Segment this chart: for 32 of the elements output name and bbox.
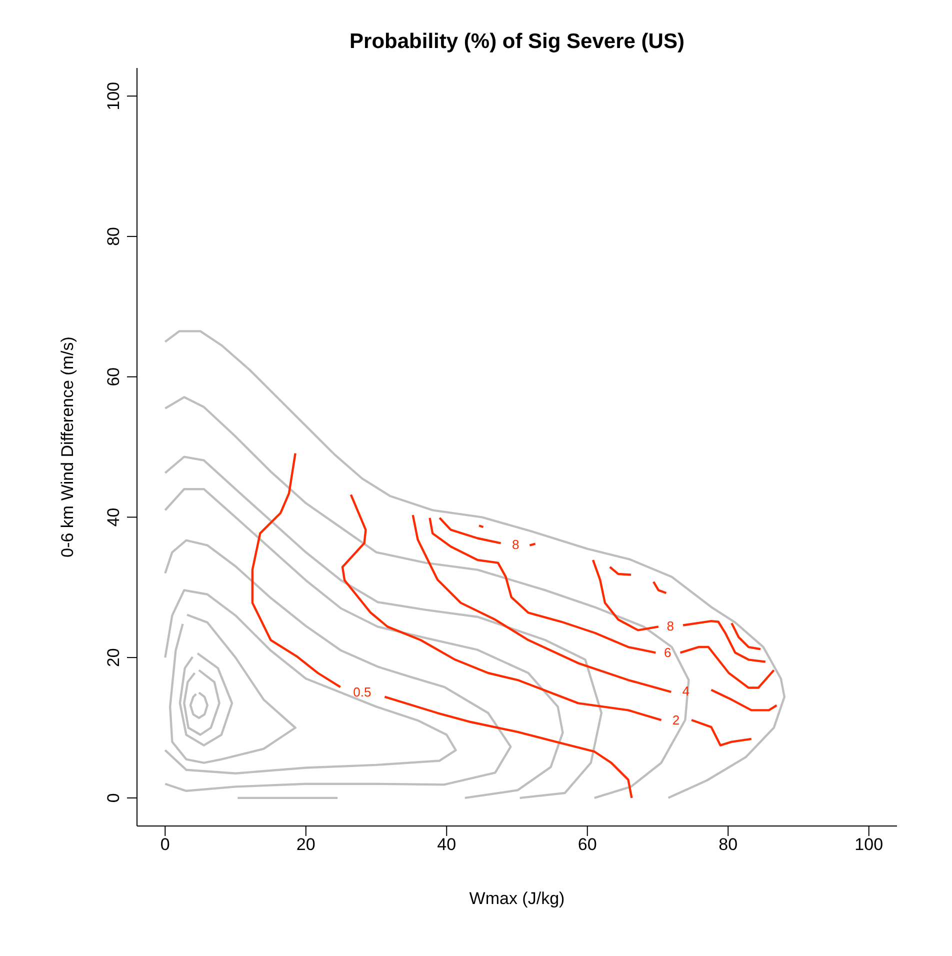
line-series [164,539,512,792]
series-label: 4 [682,683,690,698]
y-tick-label: 20 [104,648,123,668]
line-series [164,396,690,800]
line-series [164,456,603,800]
series-label: 6 [664,645,672,660]
line-series [730,622,762,650]
x-axis-title: Wmax (J/kg) [469,889,565,908]
y-tick-label: 80 [104,226,123,246]
y-tick-label: 60 [104,367,123,386]
line-series [183,669,220,736]
x-tick-label: 100 [854,835,884,854]
x-tick-label: 40 [437,835,456,854]
line-series [168,614,296,764]
x-tick-label: 60 [578,835,597,854]
series-label: 2 [672,712,680,728]
x-tick-label: 80 [718,835,738,854]
series-label: 8 [666,618,674,634]
line-series [164,330,786,800]
line-series [189,692,208,720]
y-tick-label: 40 [104,508,123,527]
x-tick-label: 20 [296,835,316,854]
x-tick-label: 0 [160,835,170,854]
y-tick-label: 100 [104,82,123,110]
y-tick-label: 0 [104,793,123,803]
line-series [164,589,457,774]
series-label: 0.5 [353,684,372,700]
chart-title: Probability (%) of Sig Severe (US) [348,30,686,54]
y-axis-title: 0-6 km Wind Difference (m/s) [58,336,78,558]
line-series [178,652,234,746]
line-series [164,488,564,800]
series-label: 8 [512,536,520,552]
